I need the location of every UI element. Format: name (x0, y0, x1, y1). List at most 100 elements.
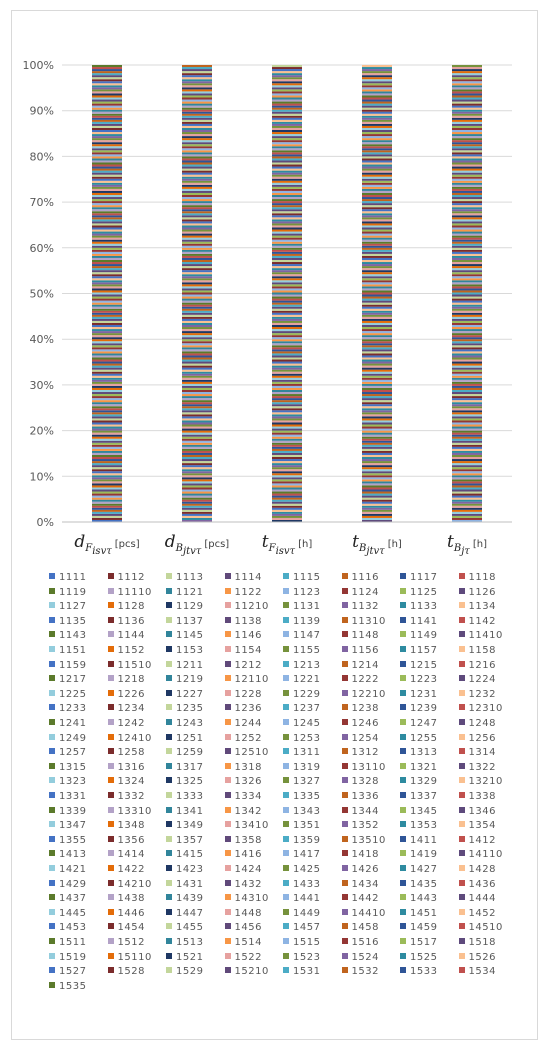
bar-segment (452, 284, 482, 287)
legend-swatch (107, 967, 114, 974)
bar-segment (272, 318, 302, 321)
bar-segment (182, 310, 212, 313)
bar-segment (92, 383, 122, 386)
legend-swatch (224, 777, 231, 784)
bar-segment (182, 302, 212, 305)
legend-label: 1312 (351, 747, 379, 759)
bar-segment (272, 166, 302, 169)
legend-item: 1338 (458, 790, 496, 803)
bar-segment (362, 465, 392, 468)
legend-item: 1124 (341, 586, 379, 599)
bar-segment (182, 491, 212, 494)
bar-segment (362, 278, 392, 281)
bar-segment (362, 509, 392, 512)
bar-segment (92, 109, 122, 112)
bar-segment (362, 314, 392, 317)
bar-segment (272, 87, 302, 90)
legend-item: 11510 (107, 659, 152, 672)
bar-segment (92, 408, 122, 411)
bar-segment (182, 75, 212, 78)
bar-segment (182, 213, 212, 216)
bar-segment (362, 140, 392, 143)
bar-segment (362, 426, 392, 429)
bar-segment (272, 373, 302, 376)
bar-segment (362, 290, 392, 293)
legend-swatch (341, 587, 348, 594)
bar-segment (362, 168, 392, 171)
bar-segment (452, 225, 482, 228)
legend-swatch (341, 762, 348, 769)
bar-segment (272, 369, 302, 372)
legend-label: 1241 (59, 718, 87, 729)
bar-segment (182, 414, 212, 417)
bar-segment (92, 438, 122, 441)
bar-segment (92, 381, 122, 384)
legend-swatch (166, 762, 172, 769)
legend-item: 1343 (283, 805, 320, 818)
bar-segment (182, 404, 212, 407)
legend-swatch (224, 792, 231, 798)
legend-label: 12110 (234, 674, 269, 686)
bar-segment (182, 266, 212, 269)
bar-segment (272, 298, 302, 301)
bar-segment (362, 363, 392, 366)
legend-item: 1256 (458, 732, 496, 745)
legend-label: 14110 (468, 849, 503, 861)
bar-segment (272, 316, 302, 319)
bar-segment (452, 430, 482, 433)
bar-segment (452, 428, 482, 431)
bar-segment (452, 81, 482, 84)
bar-segment (92, 501, 122, 504)
legend-label: 1227 (176, 688, 204, 700)
bar-segment (182, 160, 212, 163)
bar-segment (362, 322, 392, 325)
legend-label: 1352 (351, 820, 379, 832)
bar-segment (272, 450, 302, 453)
bar-segment (272, 85, 302, 88)
bar-segment (452, 231, 482, 234)
legend-swatch (341, 821, 348, 828)
legend-item: 1524 (341, 951, 379, 964)
bar-segment (92, 442, 122, 445)
bar-segment (92, 140, 122, 143)
bar-segment (92, 300, 122, 303)
bar-segment (272, 257, 302, 260)
legend-item: 12210 (341, 688, 386, 701)
legend-label: 1158 (468, 645, 496, 656)
bar-segment (92, 331, 122, 334)
bar-segment (92, 503, 122, 506)
legend-label: 1156 (351, 645, 379, 656)
legend-item: 1242 (107, 717, 145, 730)
legend-label: 1111 (59, 572, 87, 583)
bar-segment (92, 186, 122, 189)
bar-segment (92, 359, 122, 362)
bar-segment (182, 469, 212, 472)
bar-segment (182, 174, 212, 177)
bar-segment (362, 402, 392, 405)
bar-segment (182, 99, 212, 102)
legend-swatch (166, 938, 172, 944)
legend-item: 1531 (283, 965, 320, 978)
legend-swatch (49, 865, 55, 871)
legend-item: 1128 (107, 600, 145, 613)
legend-item: 1142 (458, 615, 496, 628)
legend-swatch (166, 894, 172, 901)
legend-item: 1122 (224, 586, 262, 599)
bar-segment (452, 142, 482, 145)
legend-item: 1439 (166, 892, 203, 905)
bar-segment (182, 127, 212, 130)
bar-segment (182, 199, 212, 202)
bar-segment (92, 459, 122, 462)
legend-label: 1418 (351, 849, 379, 861)
bar-segment (92, 519, 122, 522)
bar-segment (92, 314, 122, 317)
legend-swatch (49, 689, 55, 696)
bar-segment (92, 369, 122, 372)
bar-segment (362, 406, 392, 409)
legend-swatch (341, 616, 348, 623)
bar-segment (272, 430, 302, 433)
legend-item: 1111 (49, 571, 86, 584)
bar-segment (452, 73, 482, 76)
legend-label: 1316 (117, 761, 145, 773)
bar-segment (452, 489, 482, 492)
